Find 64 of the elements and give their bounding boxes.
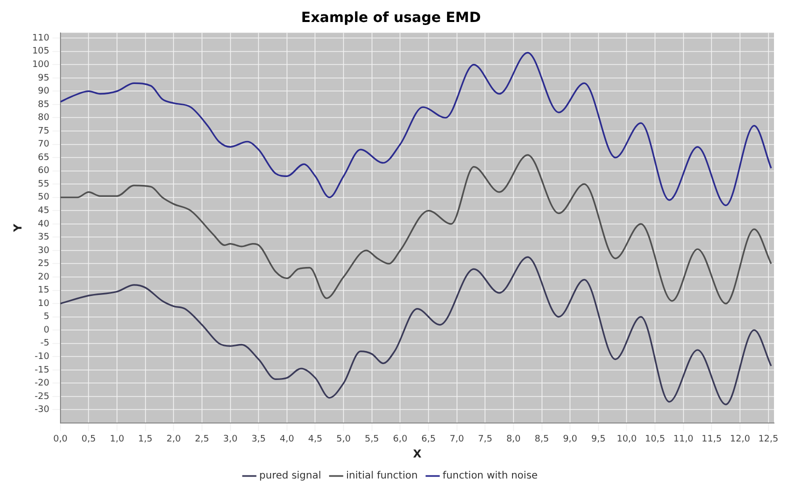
legend-label: pured signal (259, 470, 322, 482)
y-tick-label: -25 (34, 392, 50, 402)
y-tick-label: 100 (32, 60, 50, 70)
y-tick-label: 5 (44, 312, 50, 322)
y-tick-label: 50 (38, 192, 50, 203)
x-tick-label: 0,5 (82, 434, 96, 445)
x-tick-label: 11,0 (673, 434, 694, 445)
y-axis-title: Y (11, 222, 24, 233)
line-series (60, 154, 772, 304)
x-tick-label: 1,5 (138, 434, 152, 445)
x-tick-label: 0,0 (53, 434, 68, 445)
x-tick-label: 6,0 (393, 434, 408, 445)
y-tick-label: 60 (38, 166, 50, 176)
y-tick-label: 75 (38, 126, 50, 136)
x-tick-label: 8,0 (506, 434, 521, 445)
line-series (60, 256, 772, 406)
y-tick-label: 80 (38, 113, 50, 124)
y-tick-label: 90 (38, 86, 50, 97)
y-tick-label: 70 (38, 140, 50, 150)
x-axis-title: X (412, 447, 422, 460)
y-tick-label: 25 (38, 259, 50, 270)
y-tick-label: 35 (38, 232, 50, 243)
x-tick-label: 9,0 (562, 434, 578, 445)
y-tick-label: 30 (38, 246, 50, 256)
x-tick-label: 4,5 (308, 434, 322, 445)
x-tick-label: 12,0 (730, 434, 750, 445)
x-tick-label: 3,5 (251, 434, 266, 445)
x-tick-label: 10,5 (645, 434, 666, 445)
x-tick-label: 7,5 (478, 434, 492, 445)
x-tick-label: 8,5 (534, 434, 549, 445)
y-tick-label: -10 (34, 352, 50, 362)
y-tick-label: -5 (40, 338, 50, 349)
y-tick-label: 15 (38, 286, 50, 296)
x-tick-label: 11,5 (702, 434, 722, 445)
y-tick-label: -20 (34, 378, 50, 389)
x-tick-label: 10,0 (616, 434, 638, 445)
y-tick-label: 85 (38, 100, 50, 110)
x-tick-label: 1,0 (110, 434, 124, 445)
y-tick-label: 105 (32, 46, 50, 57)
y-tick-label: 65 (38, 152, 50, 163)
chart-title: Example of usage EMD (301, 10, 481, 26)
x-tick-label: 9,5 (591, 434, 606, 445)
y-tick-label: -15 (34, 365, 50, 376)
y-tick-label: 20 (38, 272, 50, 282)
x-tick-label: 12,5 (758, 434, 778, 445)
y-tick-label: 10 (38, 298, 50, 309)
x-tick-label: 4,0 (280, 434, 294, 445)
y-tick-label: 95 (38, 73, 50, 84)
legend-label: function with noise (442, 470, 538, 482)
y-tick-label: -30 (34, 405, 50, 416)
y-tick-label: 40 (38, 219, 50, 230)
x-tick-label: 6,5 (421, 434, 436, 445)
x-tick-label: 5,0 (336, 434, 351, 445)
x-tick-label: 2,0 (166, 434, 182, 445)
y-tick-label: 0 (44, 325, 50, 336)
legend-label: initial function (346, 470, 418, 482)
x-tick-label: 2,5 (194, 434, 210, 445)
y-tick-label: 110 (32, 33, 50, 44)
line-series (60, 52, 772, 206)
x-tick-label: 3,0 (223, 434, 238, 445)
x-tick-label: 5,5 (364, 434, 380, 445)
y-tick-label: 55 (38, 179, 50, 190)
y-tick-label: 45 (38, 206, 50, 216)
x-tick-label: 7,0 (450, 434, 464, 445)
